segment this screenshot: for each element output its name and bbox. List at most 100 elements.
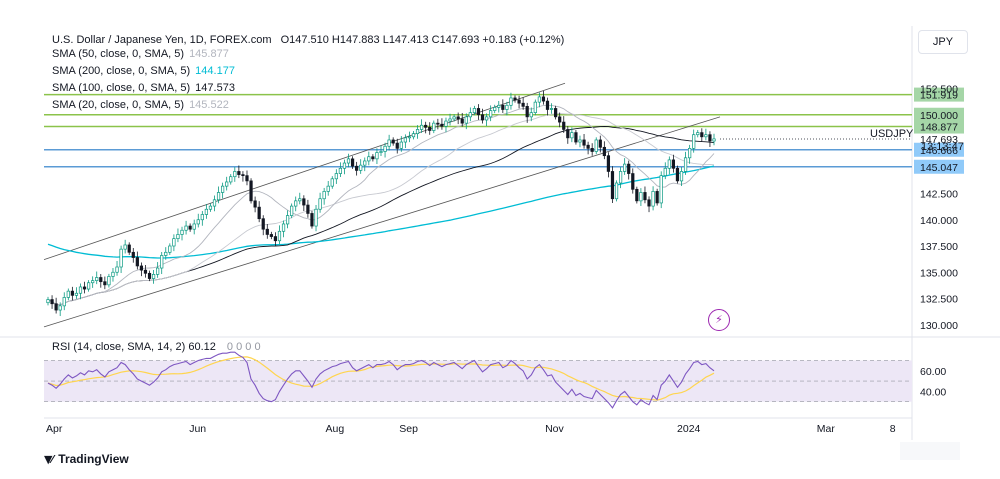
candle-body — [712, 138, 716, 142]
candle-body — [326, 185, 330, 192]
legend-sma-20[interactable]: SMA (20, close, 0, SMA, 5) 145.522 — [52, 99, 229, 111]
candle-body — [582, 139, 586, 146]
candle-body — [606, 155, 611, 172]
level-tag-151.919 — [914, 87, 964, 102]
lightning-icon[interactable]: ⚡ — [708, 309, 730, 331]
candle-body — [696, 132, 700, 136]
candle-body — [424, 124, 428, 128]
legend-sma-200[interactable]: SMA (200, close, 0, SMA, 5) 144.177 — [52, 65, 235, 77]
candle-body — [237, 171, 241, 175]
candle-body — [610, 171, 615, 200]
legend-sma-100[interactable]: SMA (100, close, 0, SMA, 5) 147.573 — [52, 82, 235, 94]
candle-body — [655, 191, 659, 204]
candle-body — [692, 134, 696, 149]
rsi-ma-line — [47, 356, 715, 401]
candle-body — [497, 104, 501, 108]
candle-body — [233, 171, 237, 178]
candle-body — [387, 139, 391, 147]
candle-body — [631, 173, 635, 190]
candle-body — [614, 182, 619, 200]
candle-body — [602, 146, 606, 157]
candle-body — [509, 97, 513, 106]
candle-body — [460, 118, 464, 124]
candle-body — [131, 251, 135, 258]
candle-body — [342, 162, 347, 169]
candle-body — [663, 167, 667, 177]
candle-body — [265, 228, 269, 235]
candle-body — [659, 175, 663, 204]
candle-body — [99, 277, 103, 283]
candle-body — [338, 167, 342, 174]
candle-body — [428, 126, 432, 131]
candle-body — [590, 148, 594, 152]
candle-body — [444, 120, 448, 127]
symbol-title: U.S. Dollar / Japanese Yen, 1D, FOREX.co… — [52, 34, 272, 46]
candle-body — [468, 112, 472, 118]
candle-body — [46, 299, 50, 304]
legend-sma-50[interactable]: SMA (50, close, 0, SMA, 5) 145.877 — [52, 48, 229, 60]
candle-body — [432, 122, 436, 131]
candle-body — [407, 136, 412, 139]
time-tick: Apr — [46, 423, 63, 435]
legend-label: SMA (20, close, 0, SMA, 5) — [52, 99, 185, 111]
time-tick: 2024 — [677, 423, 701, 435]
candle-body — [375, 152, 379, 160]
time-tick: Aug — [325, 423, 344, 435]
candle-body — [176, 234, 180, 239]
time-tick: Sep — [399, 423, 418, 435]
sma-50-line — [47, 113, 715, 306]
candle-body — [554, 108, 558, 118]
candle-body — [549, 108, 554, 110]
rsi-legend[interactable]: RSI (14, close, SMA, 14, 2) 60.12 0 0 0 … — [52, 339, 261, 355]
candle-body — [50, 299, 54, 305]
legend-value: 147.573 — [195, 82, 235, 94]
candle-body — [651, 191, 655, 207]
tv-mark-icon: ▼⁄ — [44, 452, 53, 466]
candle-body — [562, 121, 566, 130]
candle-body — [440, 123, 444, 127]
time-tick: 8 — [890, 423, 896, 435]
currency-button[interactable]: JPY — [918, 30, 968, 54]
candle-body — [688, 148, 692, 159]
candle-body — [196, 219, 200, 225]
price-tick: 130.000 — [920, 320, 958, 332]
candle-body — [221, 185, 225, 193]
candle-body — [107, 276, 111, 286]
level-label: 148.877 — [920, 122, 958, 134]
level-label: 150.000 — [920, 110, 958, 122]
level-tag-146.666 — [914, 142, 964, 157]
candle-body — [66, 290, 70, 298]
trend-channel — [43, 82, 721, 328]
candle-body — [675, 167, 680, 182]
candle-body — [310, 213, 314, 227]
candle-body — [334, 173, 338, 180]
candle-body — [285, 215, 290, 225]
candle-body — [493, 107, 497, 111]
scroll-area — [900, 442, 960, 460]
candle-body — [363, 160, 367, 166]
candle-body — [578, 139, 582, 143]
candle-body — [330, 178, 334, 187]
candles — [46, 90, 716, 317]
candle-body — [212, 199, 217, 207]
channel-lower — [43, 116, 721, 328]
tradingview-logo[interactable]: ▼⁄ TradingView — [44, 452, 129, 466]
candle-body — [70, 290, 74, 296]
candle-body — [168, 245, 172, 253]
candle-body — [671, 159, 675, 169]
candle-body — [95, 277, 99, 282]
candle-body — [346, 158, 351, 164]
candle-body — [501, 104, 505, 110]
candle-body — [188, 225, 192, 230]
candle-body — [74, 292, 79, 296]
candle-body — [160, 255, 164, 269]
candle-body — [273, 236, 278, 242]
candle-body — [525, 105, 529, 118]
candle-body — [700, 132, 704, 138]
candle-body — [127, 244, 131, 253]
candle-body — [151, 274, 156, 279]
candle-body — [545, 100, 550, 110]
candle-body — [566, 129, 570, 139]
candle-body — [139, 265, 144, 271]
